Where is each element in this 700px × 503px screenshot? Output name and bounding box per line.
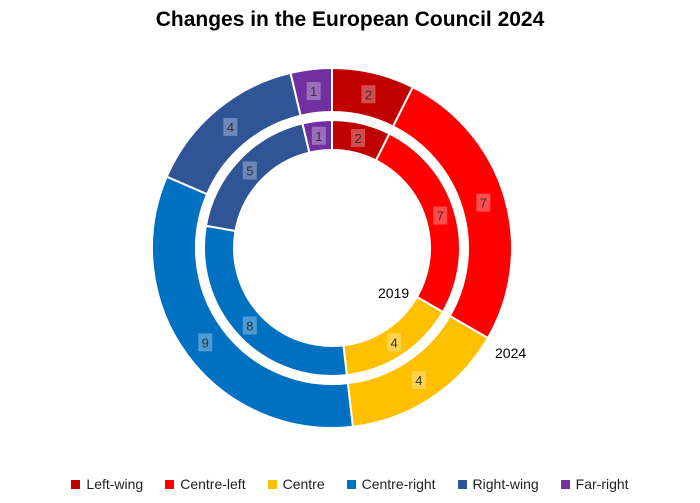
data-label: 5: [246, 163, 253, 178]
legend-label: Right-wing: [472, 476, 539, 492]
data-label: 1: [315, 129, 322, 144]
legend-label: Far-right: [575, 476, 629, 492]
chart-title: Changes in the European Council 2024: [155, 8, 545, 31]
data-label: 8: [246, 319, 253, 334]
legend-item-far-right: Far-right: [560, 476, 629, 492]
data-label: 4: [415, 373, 422, 388]
legend-swatch: [560, 479, 570, 489]
slice-2024-centre-right: [151, 175, 355, 429]
data-label-bg: [311, 126, 326, 145]
legend: Left-wing Centre-left Centre Centre-right Ri…: [0, 476, 700, 492]
series-label-2019: 2019: [378, 285, 409, 301]
legend-swatch: [457, 479, 467, 489]
data-label-bg: [242, 161, 257, 180]
legend-label: Centre-left: [180, 476, 246, 492]
data-label-bg: [361, 85, 376, 104]
series-label-2024: 2024: [495, 345, 526, 361]
data-label-bg: [351, 129, 366, 148]
data-label: 4: [390, 335, 397, 350]
data-label-bg: [411, 371, 426, 390]
data-label: 2: [354, 131, 361, 146]
data-label: 7: [480, 196, 487, 211]
legend-item-right-wing: Right-wing: [457, 476, 539, 492]
data-label-bg: [198, 333, 213, 352]
data-label-bg: [242, 316, 257, 335]
data-label-bg: [476, 193, 491, 212]
legend-item-centre-right: Centre-right: [346, 476, 436, 492]
legend-item-left-wing: Left-wing: [71, 476, 143, 492]
legend-swatch: [71, 479, 81, 489]
legend-label: Centre: [282, 476, 325, 492]
legend-label: Centre-right: [361, 476, 436, 492]
legend-swatch: [165, 479, 175, 489]
data-label: 2: [365, 87, 372, 102]
legend-label: Left-wing: [86, 476, 144, 492]
data-label-bg: [223, 117, 238, 136]
data-label: 1: [310, 84, 317, 99]
data-label: 7: [437, 209, 444, 224]
data-label: 4: [227, 120, 234, 135]
data-label-bg: [433, 206, 448, 225]
legend-item-centre: Centre: [267, 476, 325, 492]
data-label: 9: [202, 335, 209, 350]
legend-item-centre-left: Centre-left: [165, 476, 246, 492]
data-label-bg: [306, 82, 321, 101]
legend-swatch: [267, 479, 277, 489]
data-label-bg: [387, 333, 402, 352]
slice-2024-far-right: [289, 66, 333, 117]
legend-swatch: [346, 479, 356, 489]
slice-2019-far-right: [301, 118, 333, 154]
